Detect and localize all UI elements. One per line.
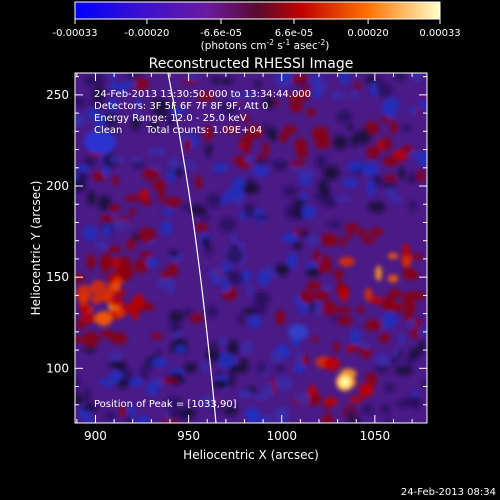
colorbar-ticks: -0.00033 -0.00020 -6.6e-05 6.6e-05 0.00020 0.… xyxy=(53,19,461,39)
plot-title: Reconstructed RHESSI Image xyxy=(149,56,354,72)
colorbar-gradient xyxy=(74,1,441,20)
axis-ticks: 900 950 1000 1050 100 150 200 250 xyxy=(46,73,427,443)
x-axis-label: Heliocentric X (arcsec) xyxy=(183,448,319,462)
colorbar-tick-label: -6.6e-05 xyxy=(200,28,242,39)
solar-limb-line xyxy=(167,73,217,423)
annotation-clean: Clean xyxy=(94,125,122,136)
annotation-block: 24-Feb-2013 13:30:50.000 to 13:34:44.000… xyxy=(94,89,311,410)
y-tick-label: 200 xyxy=(46,179,69,193)
colorbar-tick-label: 0.00033 xyxy=(419,28,460,39)
colorbar-tick-label: -0.00033 xyxy=(53,28,98,39)
colorbar-tick-label: 0.00020 xyxy=(347,28,388,39)
x-tick-label: 950 xyxy=(177,429,200,443)
colorbar-tick-label: 6.6e-05 xyxy=(275,28,313,39)
annotation-energy-range: Energy Range: 12.0 - 25.0 keV xyxy=(94,113,247,124)
y-tick-label: 250 xyxy=(46,88,69,102)
y-tick-label: 150 xyxy=(46,270,69,284)
annotation-total-counts: Total counts: 1.09E+04 xyxy=(145,125,262,136)
annotation-peak-position: Position of Peak = [1033,90] xyxy=(94,399,237,410)
annotation-detectors: Detectors: 3F 5F 6F 7F 8F 9F, Att 0 xyxy=(94,101,268,112)
colorbar: -0.00033 -0.00020 -6.6e-05 6.6e-05 0.00020 0.… xyxy=(53,1,461,52)
footer-timestamp: 24-Feb-2013 08:34 xyxy=(401,487,496,498)
colorbar-unit: (photons cm-2 s-1 asec-2) xyxy=(201,38,330,52)
y-axis-label: Heliocentric Y (arcsec) xyxy=(29,181,43,316)
rhessi-image xyxy=(75,73,427,423)
x-tick-label: 900 xyxy=(84,429,107,443)
x-tick-label: 1000 xyxy=(266,429,297,443)
y-tick-label: 100 xyxy=(46,361,69,375)
annotation-time-range: 24-Feb-2013 13:30:50.000 to 13:34:44.000 xyxy=(94,89,311,100)
x-tick-label: 1050 xyxy=(360,429,391,443)
plot-frame xyxy=(74,72,428,424)
colorbar-tick-label: -0.00020 xyxy=(124,28,169,39)
